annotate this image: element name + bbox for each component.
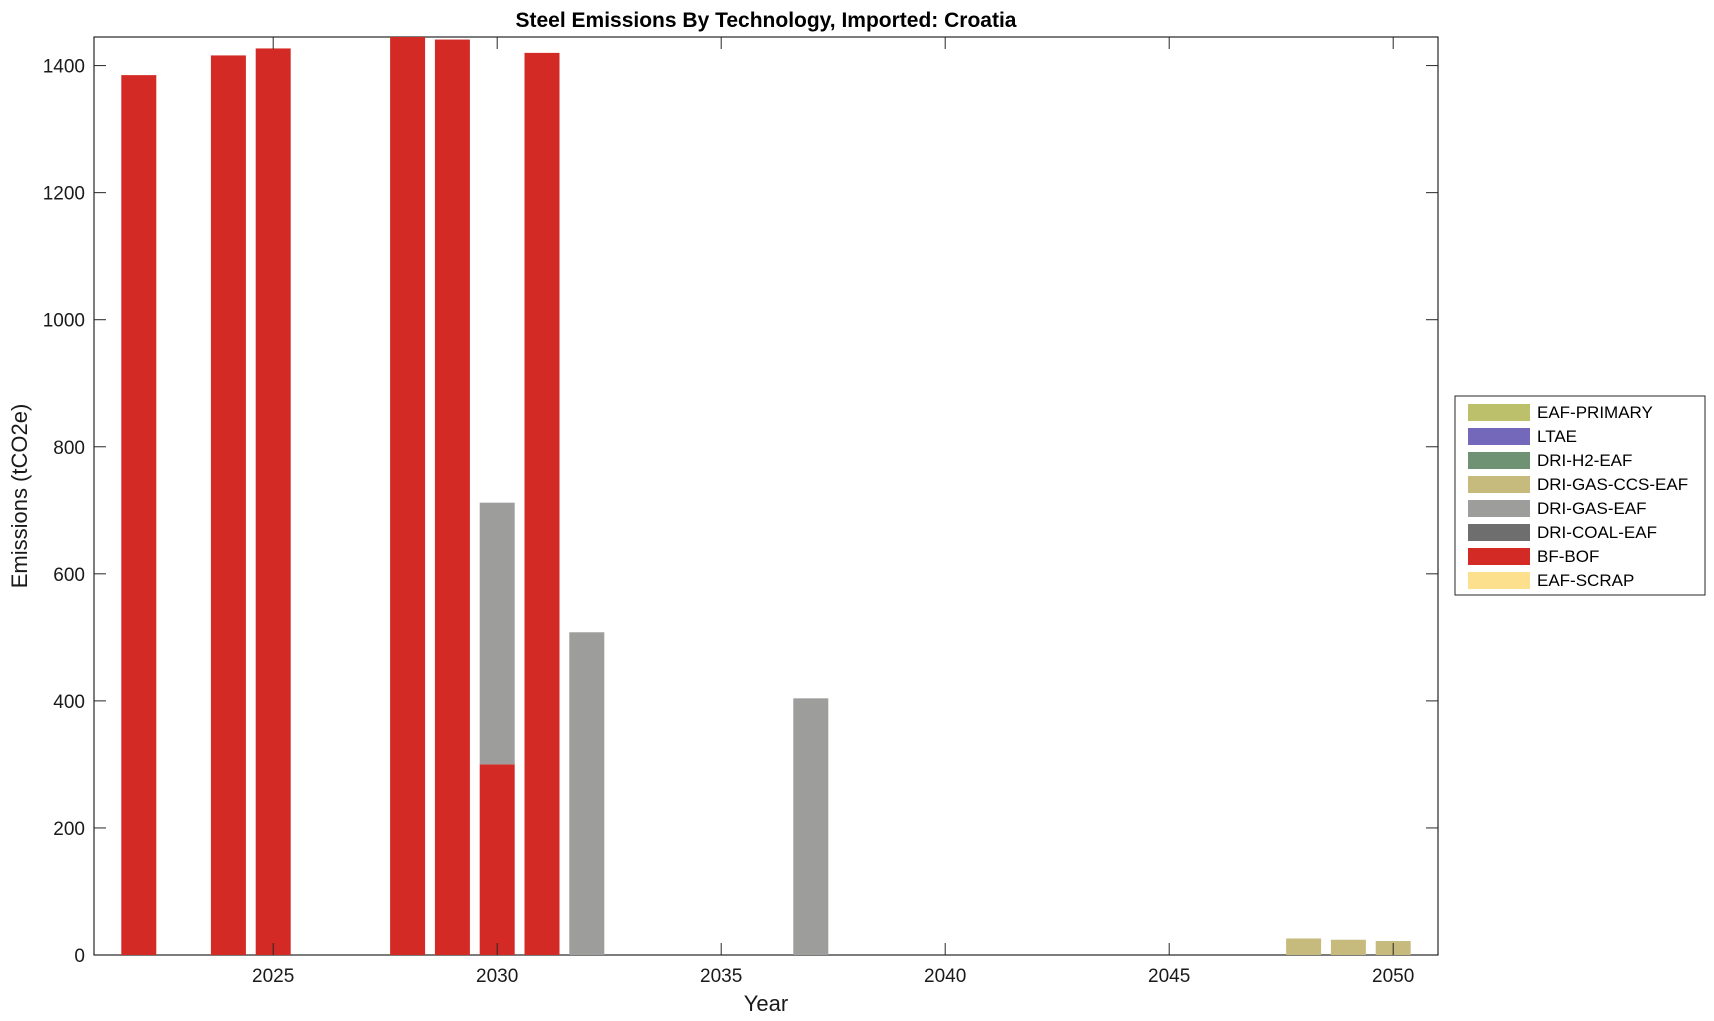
y-tick-label: 0 (74, 946, 85, 967)
plot-area (93, 36, 1439, 956)
chart-title: Steel Emissions By Technology, Imported:… (516, 9, 1017, 32)
bar-segment (479, 764, 515, 955)
bars-layer (121, 37, 1411, 956)
legend-label: DRI-COAL-EAF (1537, 523, 1657, 542)
bar-segment (210, 55, 246, 956)
legend-swatch (1468, 452, 1530, 469)
legend-swatch (1468, 548, 1530, 565)
legend-label: DRI-GAS-EAF (1537, 499, 1647, 518)
x-tick-label: 2035 (700, 966, 742, 987)
y-tick-label: 200 (53, 819, 85, 840)
y-tick-label: 600 (53, 565, 85, 586)
legend-swatch (1468, 404, 1530, 421)
legend-items: EAF-PRIMARY LTAE DRI-H2-EAF DRI-GAS-CCS-EAF… (1468, 403, 1688, 590)
legend-label: DRI-GAS-CCS-EAF (1537, 475, 1688, 494)
legend-swatch (1468, 500, 1530, 517)
legend-label: DRI-H2-EAF (1537, 451, 1632, 470)
bar-segment (524, 52, 560, 955)
bar-segment (1330, 939, 1366, 955)
legend-label: EAF-PRIMARY (1537, 403, 1653, 422)
legend-label: EAF-SCRAP (1537, 571, 1634, 590)
legend-label: BF-BOF (1537, 547, 1599, 566)
legend-swatch (1468, 476, 1530, 493)
x-tick-label: 2045 (1148, 966, 1190, 987)
y-tick-label: 1000 (43, 311, 85, 332)
bar-segment (569, 632, 605, 955)
x-axis-label: Year (744, 991, 788, 1016)
bar-segment (390, 37, 426, 955)
legend-label: LTAE (1537, 427, 1577, 446)
axis-ticks: 0 200 400 600 800 1000 1200 1400 2025 2030 2035 204… (43, 37, 1438, 987)
y-axis-label: Emissions (tCO2e) (7, 404, 32, 589)
legend: EAF-PRIMARY LTAE DRI-H2-EAF DRI-GAS-CCS-EAF… (1454, 395, 1706, 596)
x-tick-label: 2050 (1372, 966, 1414, 987)
bar-segment (793, 698, 829, 955)
x-tick-label: 2040 (924, 966, 966, 987)
legend-swatch (1468, 524, 1530, 541)
y-tick-label: 1400 (43, 57, 85, 78)
y-tick-label: 1200 (43, 184, 85, 205)
bar-segment (479, 502, 515, 765)
y-tick-label: 400 (53, 692, 85, 713)
bar-segment (1286, 938, 1322, 955)
x-tick-label: 2025 (252, 966, 294, 987)
legend-swatch (1468, 572, 1530, 589)
legend-swatch (1468, 428, 1530, 445)
bar-segment (434, 39, 470, 956)
bar-segment (121, 75, 157, 956)
x-tick-label: 2030 (476, 966, 518, 987)
y-tick-label: 800 (53, 438, 85, 459)
bar-segment (255, 48, 291, 955)
